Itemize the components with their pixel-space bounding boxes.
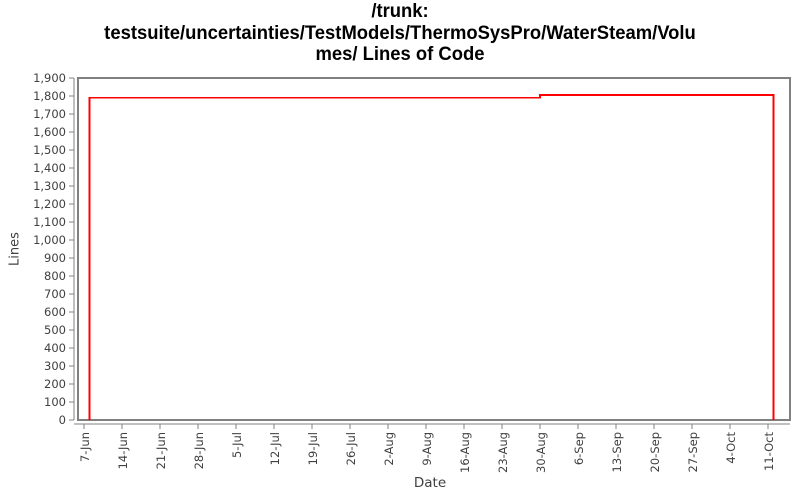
y-tick-label: 100	[44, 395, 66, 409]
x-tick-label: 4-Oct	[724, 432, 738, 464]
chart-title: /trunk: testsuite/uncertainties/TestMode…	[12, 1, 788, 66]
y-tick-label: 1,600	[33, 125, 66, 139]
x-tick-label: 28-Jun	[192, 432, 206, 469]
x-tick-label: 5-Jul	[230, 432, 244, 458]
x-axis: 7-Jun 14-Jun 21-Jun 28-Jun 5-Jul 12-Jul 19-Jul…	[74, 423, 790, 473]
x-tick-label: 21-Jun	[154, 432, 168, 469]
x-tick-label: 30-Aug	[534, 432, 548, 473]
y-tick-label: 700	[44, 287, 66, 301]
x-tick-label: 20-Sep	[648, 432, 662, 472]
x-tick-label: 11-Oct	[762, 432, 776, 471]
chart-title-line-3: mes/ Lines of Code	[315, 44, 485, 65]
y-tick-label: 1,700	[33, 107, 66, 121]
y-tick-label: 500	[44, 323, 66, 337]
x-tick-label: 26-Jul	[344, 432, 358, 465]
x-axis-title: Date	[413, 475, 447, 491]
x-tick-label: 12-Jul	[268, 432, 282, 465]
y-tick-label: 1,800	[33, 89, 66, 103]
x-tick-label: 16-Aug	[458, 432, 472, 473]
y-tick-label: 1,400	[33, 161, 66, 175]
x-tick-label: 19-Jul	[306, 432, 320, 465]
y-axis-title: Lines	[7, 232, 23, 266]
y-tick-label: 1,900	[33, 71, 66, 85]
y-tick-label: 400	[44, 341, 66, 355]
x-tick-label: 7-Jun	[78, 432, 92, 462]
y-tick-label: 300	[44, 359, 66, 373]
y-tick-label: 200	[44, 377, 66, 391]
y-tick-label: 900	[44, 251, 66, 265]
loc-series-line	[88, 94, 775, 420]
y-tick-label: 1,200	[33, 197, 66, 211]
y-tick-label: 800	[44, 269, 66, 283]
x-tick-label: 14-Jun	[116, 432, 130, 469]
y-tick-label: 600	[44, 305, 66, 319]
x-tick-label: 6-Sep	[572, 432, 586, 465]
x-tick-label: 13-Sep	[610, 432, 624, 472]
y-tick-label: 1,500	[33, 143, 66, 157]
x-tick-label: 23-Aug	[496, 432, 510, 473]
y-tick-label: 0	[59, 413, 66, 427]
x-tick-label: 2-Aug	[382, 432, 396, 466]
plot-border	[77, 77, 791, 421]
y-axis: 0 100 200 300 400 500 600 700 800 900 1,000 1,100 1,…	[33, 71, 75, 427]
x-tick-label: 9-Aug	[420, 432, 434, 466]
chart-title-line-1: /trunk:	[371, 1, 429, 22]
y-tick-label: 1,300	[33, 179, 66, 193]
x-tick-label: 27-Sep	[686, 432, 700, 472]
chart-title-line-2: testsuite/uncertainties/TestModels/Therm…	[104, 22, 696, 44]
y-tick-label: 1,000	[33, 233, 66, 247]
y-tick-label: 1,100	[33, 215, 66, 229]
